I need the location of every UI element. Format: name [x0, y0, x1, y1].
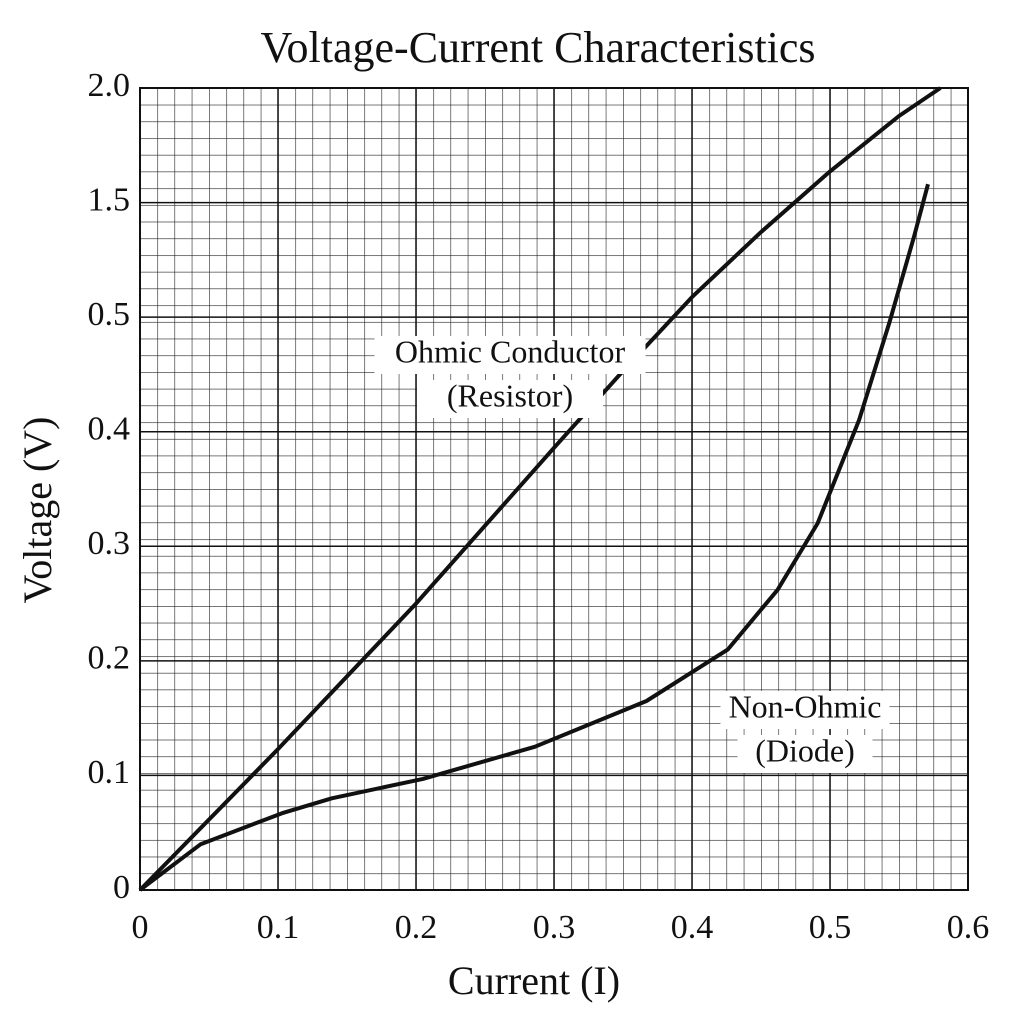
y-tick-label: 0 [113, 869, 130, 906]
x-tick-label: 0.3 [533, 909, 576, 946]
y-tick-label: 2.0 [88, 67, 131, 104]
y-tick-label: 0.2 [88, 640, 131, 677]
series-line [138, 86, 942, 892]
annotation-bg [737, 735, 873, 773]
y-tick-label: 0.4 [88, 411, 131, 448]
annotation: Non-Ohmic [729, 688, 882, 724]
y-tick-label: 0.3 [88, 525, 131, 562]
x-tick-label: 0.5 [809, 909, 852, 946]
x-tick-label: 0 [132, 909, 149, 946]
x-tick-label: 0.1 [257, 909, 300, 946]
x-tick-label: 0.2 [395, 909, 438, 946]
series-line [138, 183, 930, 892]
annotation-bg [374, 336, 646, 374]
annotation: (Diode) [755, 732, 855, 768]
annotation-bg [720, 691, 890, 729]
annotation: (Resistor) [447, 377, 573, 413]
x-axis-label: Current (I) [448, 958, 620, 1003]
annotation-bg [417, 380, 603, 418]
x-tick-label: 0.4 [671, 909, 714, 946]
chart-title: Voltage-Current Characteristics [260, 23, 815, 72]
x-tick-label: 0.6 [947, 909, 990, 946]
y-tick-label: 0.5 [88, 296, 131, 333]
y-tick-label: 1.5 [88, 181, 131, 218]
annotation: Ohmic Conductor [395, 333, 626, 369]
y-axis-label: Voltage (V) [15, 417, 60, 604]
y-tick-label: 0.1 [88, 754, 131, 791]
